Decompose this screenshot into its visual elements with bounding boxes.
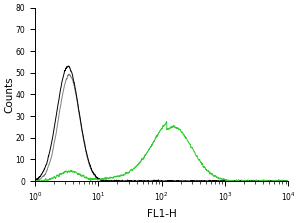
Y-axis label: Counts: Counts xyxy=(4,76,14,113)
X-axis label: FL1-H: FL1-H xyxy=(147,209,177,219)
